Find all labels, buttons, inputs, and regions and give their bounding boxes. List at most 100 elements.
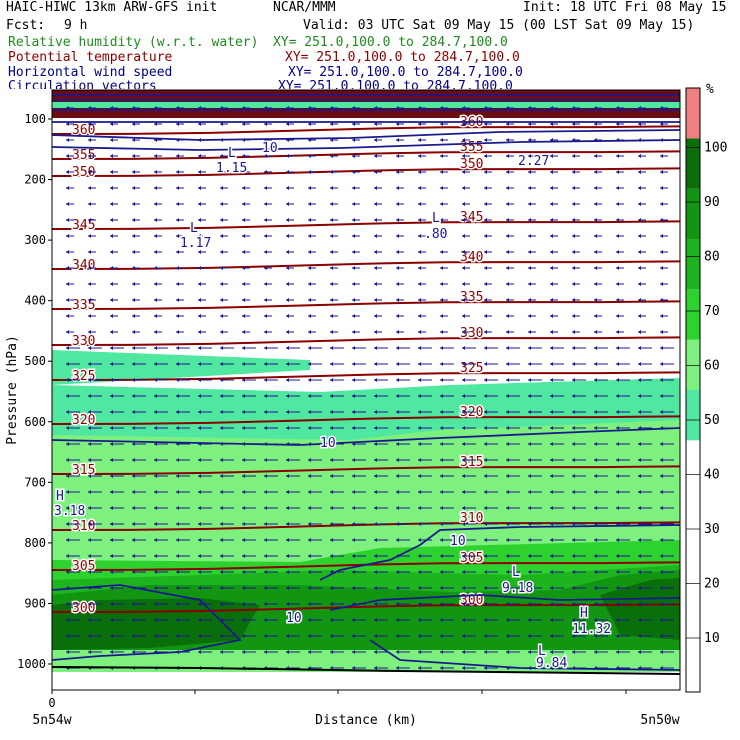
colorbar-segment <box>686 591 700 642</box>
x-left-label: 5n54w <box>32 713 71 728</box>
colorbar-label: 100 <box>704 141 727 156</box>
theta-label: 330 <box>72 334 95 349</box>
wind-label: 9.18 <box>502 581 533 596</box>
wind-label: .80 <box>424 227 447 242</box>
colorbar-segment <box>686 541 700 592</box>
wind-label: 2.27 <box>518 154 549 169</box>
wind-contour <box>52 129 680 141</box>
wind-label: 10 <box>450 534 466 549</box>
colorbar-label: 90 <box>704 195 720 210</box>
y-tick-label: 100 <box>24 112 46 126</box>
colorbar-segment <box>686 289 700 340</box>
wind-label: H <box>56 489 64 504</box>
theta-label: 340 <box>460 250 483 265</box>
top-band-moist <box>52 102 680 108</box>
y-tick-label: 600 <box>24 415 46 429</box>
y-tick-label: 900 <box>24 596 46 610</box>
colorbar-segment <box>686 239 700 290</box>
theta-label: 355 <box>460 140 483 155</box>
wind-contour <box>52 427 680 446</box>
wind-contour <box>329 594 680 611</box>
y-axis-label: Pressure (hPa) <box>5 335 20 445</box>
colorbar-label: 80 <box>704 250 720 265</box>
theta-contour <box>52 336 680 346</box>
theta-label: 325 <box>72 369 95 384</box>
fcst-label: Fcst: <box>6 18 46 33</box>
wind-label: 10 <box>320 436 336 451</box>
valid-time: Valid: 03 UTC Sat 09 May 15 (00 LST Sat … <box>303 18 695 33</box>
theta-contour <box>52 300 680 310</box>
y-tick-label: 500 <box>24 354 46 368</box>
surface-line <box>52 666 680 675</box>
wind-contour <box>52 584 242 661</box>
field-xy-theta: XY= 251.0,100.0 to 284.7,100.0 <box>285 50 520 65</box>
theta-contour <box>52 220 680 230</box>
wind-label: L <box>432 211 440 226</box>
colorbar-segment <box>686 138 700 189</box>
theta-contour <box>52 125 680 135</box>
theta-contour <box>52 603 680 613</box>
colorbar-label: 10 <box>704 631 720 646</box>
colorbar-segment <box>686 339 700 390</box>
plot-frame <box>51 89 681 691</box>
theta-label: 300 <box>72 601 95 616</box>
theta-label: 315 <box>460 455 483 470</box>
theta-contour <box>52 521 680 531</box>
field-name-rh: Relative humidity (w.r.t. water) <box>8 35 259 50</box>
theta-contour <box>52 167 680 177</box>
field-name-wind: Horizontal wind speed <box>8 65 173 80</box>
x-tick-label: 0 <box>48 696 55 710</box>
colorbar-segment <box>686 188 700 239</box>
wind-label: L <box>538 644 546 659</box>
y-tick-label: 700 <box>24 475 46 489</box>
wind-label: L <box>190 221 198 236</box>
wind-label: 10 <box>262 141 278 156</box>
theta-label: 350 <box>460 157 483 172</box>
theta-label: 350 <box>72 165 95 180</box>
colorbar-label: 20 <box>704 577 720 592</box>
theta-contour <box>52 150 680 160</box>
theta-label: 310 <box>460 511 483 526</box>
colorbar-label: 70 <box>704 304 720 319</box>
field-xy-rh: XY= 251.0,100.0 to 284.7,100.0 <box>273 35 508 50</box>
model-title: HAIC-HIWC 13km ARW-GFS init <box>6 0 218 15</box>
colorbar-segment <box>686 490 700 541</box>
colorbar-label: 40 <box>704 468 720 483</box>
y-tick-label: 800 <box>24 536 46 550</box>
colorbar-frame <box>685 87 701 693</box>
wind-contour <box>52 139 680 151</box>
field-name-vectors: Circulation vectors <box>8 80 157 89</box>
theta-label: 305 <box>460 551 483 566</box>
wind-label: L <box>228 146 236 161</box>
theta-label: 340 <box>72 258 95 273</box>
x-axis-label: Distance (km) <box>315 713 417 728</box>
field-name-theta: Potential temperature <box>8 50 173 65</box>
colorbar-segment <box>686 440 700 491</box>
wind-label: 11.32 <box>572 622 611 637</box>
rh-band-upper <box>52 350 310 385</box>
wind-label: 1.15 <box>216 161 247 176</box>
colorbar-segment <box>686 88 700 139</box>
rh-core-right <box>600 578 680 640</box>
theta-label: 345 <box>460 210 483 225</box>
init-time: Init: 18 UTC Fri 08 May 15 <box>523 0 727 15</box>
colorbar-label: 30 <box>704 522 720 537</box>
theta-label: 330 <box>460 326 483 341</box>
colorbar-segment <box>686 390 700 441</box>
theta-contour <box>52 465 680 475</box>
x-right-label: 5n50w <box>640 713 679 728</box>
below-ground <box>52 672 680 690</box>
y-tick-label: 1000 <box>17 657 46 671</box>
theta-label: 335 <box>460 290 483 305</box>
plot-area: 3003003053053103103153153203203253253303… <box>52 90 680 690</box>
wind-contour <box>319 524 680 581</box>
theta-label: 320 <box>72 413 95 428</box>
field-xy-wind: XY= 251.0,100.0 to 284.7,100.0 <box>288 65 523 80</box>
theta-contour <box>52 415 680 425</box>
wind-label: 1.17 <box>180 236 211 251</box>
fcst-value: 9 h <box>64 18 88 33</box>
wind-label: 10 <box>286 611 302 626</box>
colorbar-unit: % <box>706 82 714 97</box>
colorbar-label: 50 <box>704 413 720 428</box>
